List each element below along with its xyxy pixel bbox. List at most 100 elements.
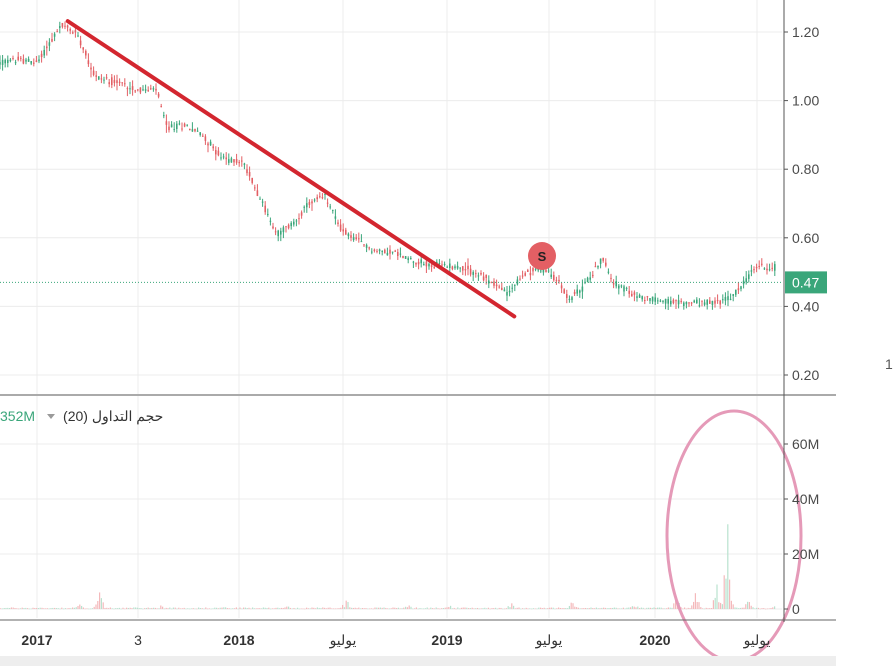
volume-bar (295, 608, 297, 610)
candle-body (241, 160, 243, 162)
volume-bar (268, 607, 270, 609)
volume-bar (754, 608, 756, 609)
volume-bar (147, 607, 149, 609)
candle-body (311, 201, 313, 204)
candle-body (51, 38, 53, 42)
volume-legend[interactable]: 352M حجم التداول (20) (0, 408, 163, 425)
volume-bar (385, 607, 387, 609)
candle-body (550, 274, 552, 278)
volume-bar (144, 608, 146, 609)
volume-bar (727, 524, 729, 609)
candle-body (59, 26, 61, 28)
candle-body (659, 300, 662, 302)
volume-bar (122, 607, 124, 609)
volume-bar (471, 607, 473, 609)
signal-marker[interactable]: S (528, 242, 556, 270)
candle-body (675, 300, 677, 302)
signal-marker-circle[interactable] (528, 242, 556, 270)
volume-bar (66, 608, 68, 610)
candle-body (217, 150, 220, 156)
candle-body (709, 300, 711, 304)
candle-body (92, 70, 95, 75)
volume-bar (286, 606, 288, 609)
volume-bar (691, 605, 693, 609)
volume-bar (115, 608, 117, 609)
candle-body (638, 294, 641, 298)
candle-body (124, 83, 126, 85)
volume-highlight-ellipse[interactable] (665, 409, 803, 663)
candle-body (121, 82, 123, 84)
volume-tick-label: 40M (792, 491, 819, 507)
candle-body (615, 281, 617, 287)
volume-bar (300, 608, 302, 610)
chevron-down-icon[interactable] (47, 413, 56, 419)
volume-bar (138, 608, 140, 609)
volume-bar (187, 608, 189, 609)
volume-bar (466, 607, 468, 609)
volume-bar (585, 607, 587, 609)
volume-bar (120, 608, 122, 610)
volume-indicator-title: حجم التداول (20) (63, 408, 164, 424)
candle-body (313, 199, 316, 201)
volume-bar (655, 607, 657, 609)
candle-body (742, 280, 745, 285)
volume-bar (241, 608, 243, 610)
candle-body (74, 30, 77, 33)
volume-bar (741, 607, 743, 609)
volume-bar (111, 608, 113, 609)
volume-bar (252, 607, 254, 609)
candle-body (225, 157, 227, 160)
volume-bar (288, 606, 290, 609)
volume-bar (561, 608, 563, 609)
candle-body (698, 305, 701, 307)
volume-bar (621, 608, 623, 609)
price-tick-label: 1.00 (792, 93, 819, 109)
volume-axis[interactable]: 60M 40M 20M 0 (784, 436, 819, 617)
candle-body (337, 222, 339, 225)
price-tick-label: 0.60 (792, 230, 819, 246)
time-tick-label: يوليو (535, 632, 563, 649)
candle-body (22, 58, 25, 64)
volume-bar (525, 607, 527, 609)
candle-body (753, 269, 755, 271)
volume-bar (273, 608, 275, 609)
time-axis[interactable]: 2017 3 2018 يوليو 2019 يوليو 2020 يوليو (21, 632, 770, 649)
volume-bar (603, 607, 605, 609)
volume-bar (136, 607, 138, 609)
candle-body (319, 196, 321, 198)
volume-bar (705, 607, 707, 609)
candle-body (410, 258, 412, 260)
volume-bar (190, 608, 192, 610)
trendline[interactable] (65, 19, 517, 319)
candle-body (280, 230, 282, 235)
volume-bar (205, 607, 207, 609)
candle-body (649, 298, 651, 301)
candle-body (503, 289, 506, 292)
candle-body (623, 286, 625, 292)
volume-bar (509, 607, 511, 609)
candle-body (438, 263, 441, 265)
volume-bar (406, 607, 408, 609)
candle-body (420, 259, 422, 264)
volume-bar (88, 608, 90, 610)
volume-bar (244, 607, 246, 609)
candle-body (498, 286, 500, 288)
candle-body (771, 267, 773, 269)
volume-bar (675, 598, 677, 609)
candle-body (376, 250, 378, 252)
volume-bar (174, 607, 176, 609)
volume-bar (25, 607, 27, 609)
chart-axes (0, 0, 836, 622)
candle-body (602, 257, 604, 261)
volume-bar (108, 608, 110, 609)
volume-bar (237, 608, 239, 610)
candle-body (774, 264, 776, 271)
candle-body (706, 300, 708, 305)
candle-body (85, 50, 87, 56)
candle-body (199, 132, 201, 136)
volume-bar (428, 608, 430, 610)
candle-body (269, 220, 272, 222)
price-axis[interactable]: 1.20 1.00 0.80 0.60 0.40 0.20 (784, 24, 819, 383)
volume-bar (516, 607, 518, 609)
candle-body (519, 278, 521, 280)
